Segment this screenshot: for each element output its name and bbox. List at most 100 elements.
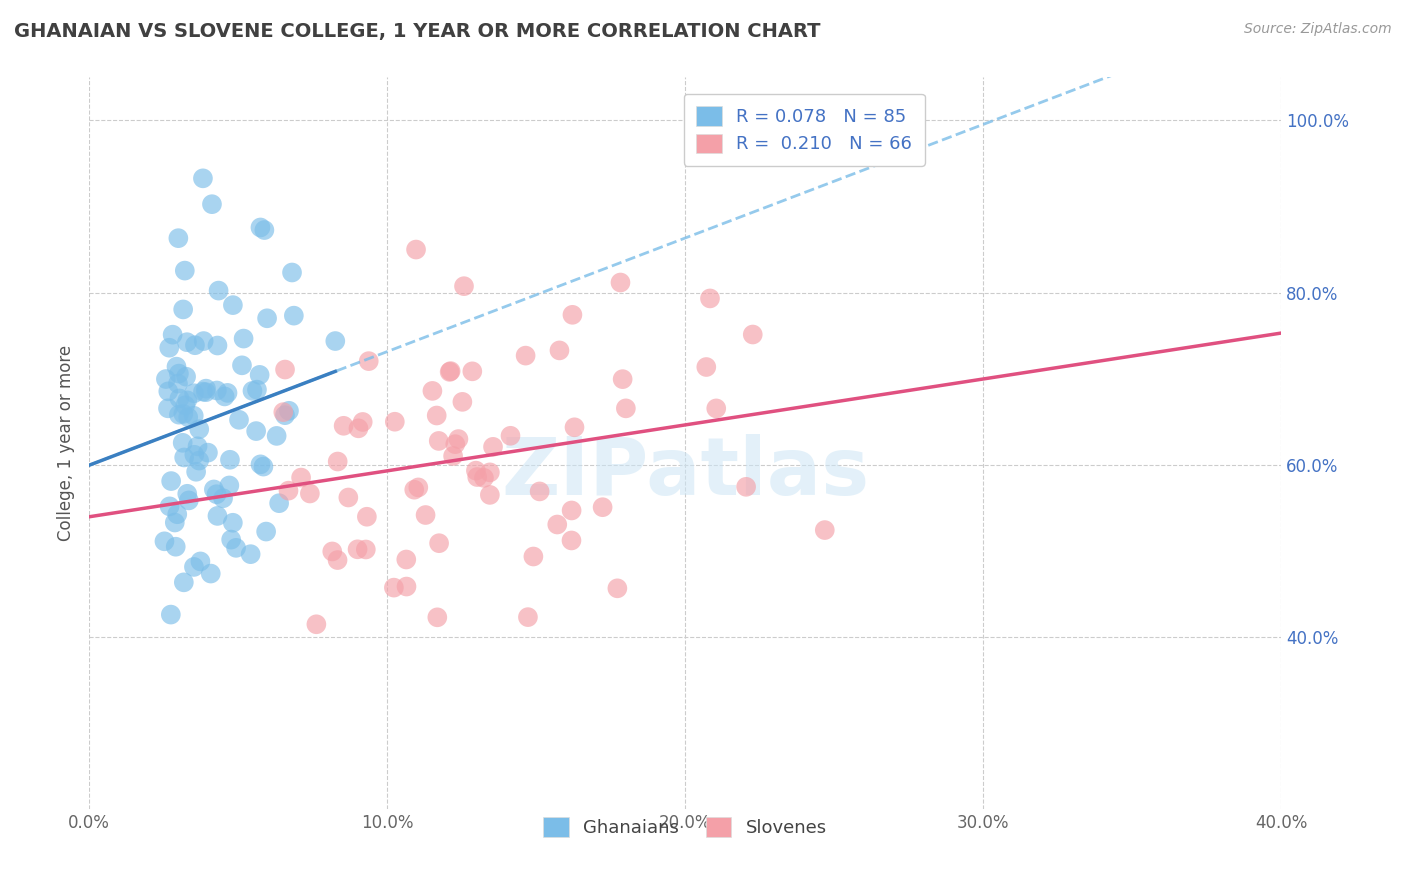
- Point: [326, 454, 349, 468]
- Point: [266, 429, 288, 443]
- Point: [422, 384, 444, 398]
- Point: [173, 575, 195, 590]
- Point: [222, 298, 245, 312]
- Point: [522, 549, 544, 564]
- Point: [201, 197, 224, 211]
- Point: [162, 327, 184, 342]
- Point: [704, 401, 727, 416]
- Point: [699, 292, 721, 306]
- Point: [246, 383, 269, 397]
- Point: [352, 415, 374, 429]
- Point: [193, 334, 215, 348]
- Point: [404, 483, 426, 497]
- Point: [188, 422, 211, 436]
- Point: [166, 359, 188, 374]
- Point: [202, 483, 225, 497]
- Point: [405, 243, 427, 257]
- Point: [347, 421, 370, 435]
- Point: [426, 610, 449, 624]
- Point: [451, 395, 474, 409]
- Point: [176, 393, 198, 408]
- Point: [464, 464, 486, 478]
- Point: [225, 541, 247, 555]
- Point: [191, 171, 214, 186]
- Point: [614, 401, 637, 416]
- Point: [183, 448, 205, 462]
- Point: [153, 534, 176, 549]
- Point: [561, 308, 583, 322]
- Point: [212, 491, 235, 506]
- Point: [478, 488, 501, 502]
- Point: [274, 408, 297, 422]
- Point: [207, 508, 229, 523]
- Point: [382, 581, 405, 595]
- Point: [548, 343, 571, 358]
- Point: [427, 536, 450, 550]
- Point: [173, 263, 195, 277]
- Text: Source: ZipAtlas.com: Source: ZipAtlas.com: [1244, 22, 1392, 37]
- Point: [274, 362, 297, 376]
- Point: [163, 516, 186, 530]
- Point: [254, 524, 277, 539]
- Point: [231, 359, 253, 373]
- Point: [395, 552, 418, 566]
- Point: [332, 418, 354, 433]
- Point: [269, 496, 291, 510]
- Point: [218, 478, 240, 492]
- Point: [186, 439, 208, 453]
- Point: [156, 401, 179, 416]
- Point: [188, 453, 211, 467]
- Point: [465, 470, 488, 484]
- Point: [461, 364, 484, 378]
- Point: [395, 580, 418, 594]
- Point: [346, 542, 368, 557]
- Point: [173, 450, 195, 465]
- Point: [478, 466, 501, 480]
- Point: [228, 413, 250, 427]
- Point: [321, 544, 343, 558]
- Point: [155, 372, 177, 386]
- Point: [252, 459, 274, 474]
- Point: [174, 369, 197, 384]
- Point: [183, 409, 205, 423]
- Point: [564, 420, 586, 434]
- Point: [219, 452, 242, 467]
- Point: [205, 384, 228, 398]
- Point: [172, 407, 194, 421]
- Point: [249, 368, 271, 382]
- Point: [427, 434, 450, 448]
- Point: [177, 493, 200, 508]
- Point: [160, 474, 183, 488]
- Point: [217, 385, 239, 400]
- Point: [439, 365, 461, 379]
- Point: [245, 424, 267, 438]
- Point: [200, 566, 222, 581]
- Point: [172, 435, 194, 450]
- Point: [515, 349, 537, 363]
- Point: [440, 364, 463, 378]
- Point: [283, 309, 305, 323]
- Text: ZIPatlas: ZIPatlas: [501, 434, 869, 511]
- Point: [323, 334, 346, 348]
- Point: [271, 405, 294, 419]
- Legend: Ghanaians, Slovenes: Ghanaians, Slovenes: [536, 810, 834, 844]
- Point: [183, 386, 205, 401]
- Point: [354, 542, 377, 557]
- Point: [239, 547, 262, 561]
- Point: [167, 367, 190, 381]
- Point: [415, 508, 437, 522]
- Point: [176, 487, 198, 501]
- Point: [165, 540, 187, 554]
- Point: [160, 607, 183, 622]
- Point: [499, 429, 522, 443]
- Point: [157, 384, 180, 399]
- Point: [184, 338, 207, 352]
- Point: [249, 458, 271, 472]
- Point: [177, 410, 200, 425]
- Point: [249, 220, 271, 235]
- Point: [384, 415, 406, 429]
- Point: [298, 486, 321, 500]
- Point: [176, 335, 198, 350]
- Point: [305, 617, 328, 632]
- Point: [219, 533, 242, 547]
